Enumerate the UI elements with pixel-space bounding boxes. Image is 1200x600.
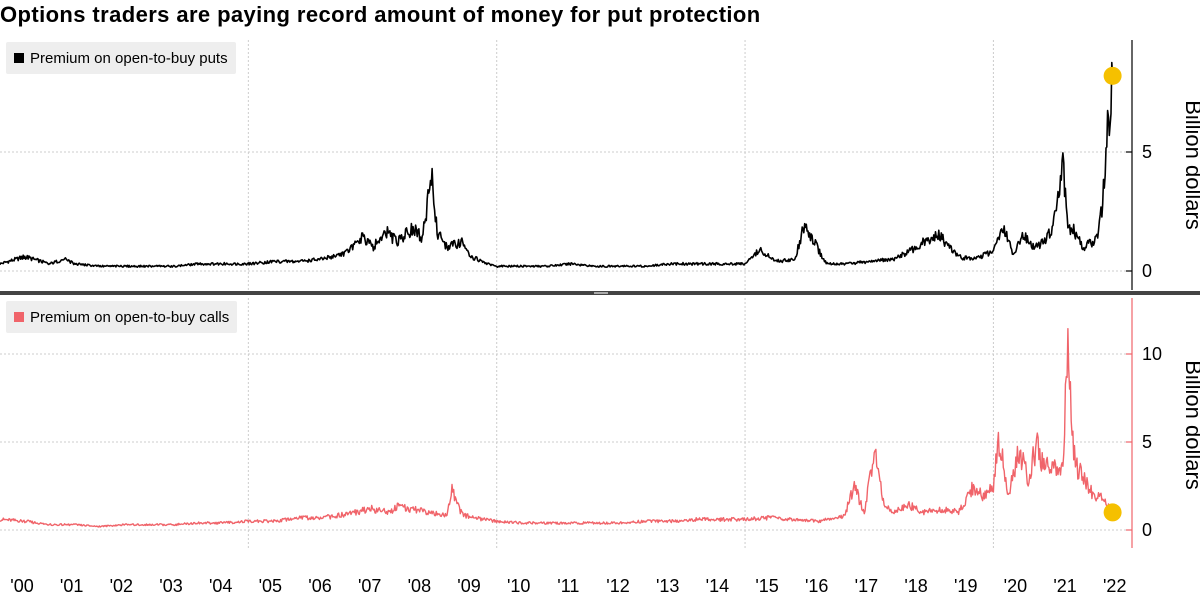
y-axis-title-p0: Billion dollars (1181, 100, 1200, 230)
highlight-marker-calls (1103, 503, 1122, 522)
grid-lines (0, 40, 1130, 548)
highlight-markers (1103, 66, 1122, 522)
x-tick-label-17: '17 (855, 576, 878, 596)
y-tick-label-p0-1: 5 (1142, 142, 1152, 162)
x-tick-label-15: '15 (755, 576, 778, 596)
x-tick-label-18: '18 (904, 576, 927, 596)
y-tick-label-p1-2: 10 (1142, 344, 1162, 364)
chart-title: Options traders are paying record amount… (0, 2, 761, 27)
panel-divider (0, 291, 1200, 295)
y-tick-label-p1-1: 5 (1142, 432, 1152, 452)
y-tick-labels: 0 5 Billion dollars 0 5 10 Billion dollars (1142, 100, 1200, 540)
legend-puts: Premium on open-to-buy puts (6, 42, 236, 74)
x-tick-label-1: '01 (60, 576, 83, 596)
x-tick-label-12: '12 (606, 576, 629, 596)
x-tick-label-19: '19 (954, 576, 977, 596)
x-tick-label-14: '14 (706, 576, 729, 596)
panel-divider-handle (594, 292, 608, 294)
x-tick-label-9: '09 (457, 576, 480, 596)
series-line-puts (0, 61, 1114, 268)
legend-calls-swatch (14, 312, 24, 322)
x-tick-label-10: '10 (507, 576, 530, 596)
legend-puts-label: Premium on open-to-buy puts (30, 49, 228, 67)
x-tick-label-16: '16 (805, 576, 828, 596)
x-tick-label-13: '13 (656, 576, 679, 596)
x-tick-label-8: '08 (408, 576, 431, 596)
x-tick-label-7: '07 (358, 576, 381, 596)
x-tick-label-11: '11 (557, 576, 579, 596)
x-tick-label-6: '06 (308, 576, 331, 596)
x-tick-label-3: '03 (159, 576, 182, 596)
x-tick-label-4: '04 (209, 576, 232, 596)
series-line-calls (0, 328, 1114, 528)
x-tick-label-21: '21 (1053, 576, 1076, 596)
x-tick-label-0: '00 (10, 576, 33, 596)
x-tick-label-20: '20 (1004, 576, 1027, 596)
x-tick-labels: '00 '01 '02 '03 '04 '05 '06 '07 '08 '09 '10 '11 '12 '… (10, 576, 1126, 596)
y-axis-title-p1: Billion dollars (1181, 360, 1200, 490)
legend-calls-label: Premium on open-to-buy calls (30, 308, 230, 326)
legend-calls: Premium on open-to-buy calls (6, 301, 238, 333)
x-tick-label-22: '22 (1103, 576, 1126, 596)
legend-puts-swatch (14, 53, 24, 63)
highlight-marker-puts (1103, 66, 1122, 85)
y-tick-label-p0-0: 0 (1142, 261, 1152, 281)
y-tick-label-p1-0: 0 (1142, 520, 1152, 540)
x-tick-label-2: '02 (110, 576, 133, 596)
y-axes (1126, 40, 1133, 548)
series-lines (0, 61, 1114, 528)
x-tick-label-5: '05 (259, 576, 282, 596)
